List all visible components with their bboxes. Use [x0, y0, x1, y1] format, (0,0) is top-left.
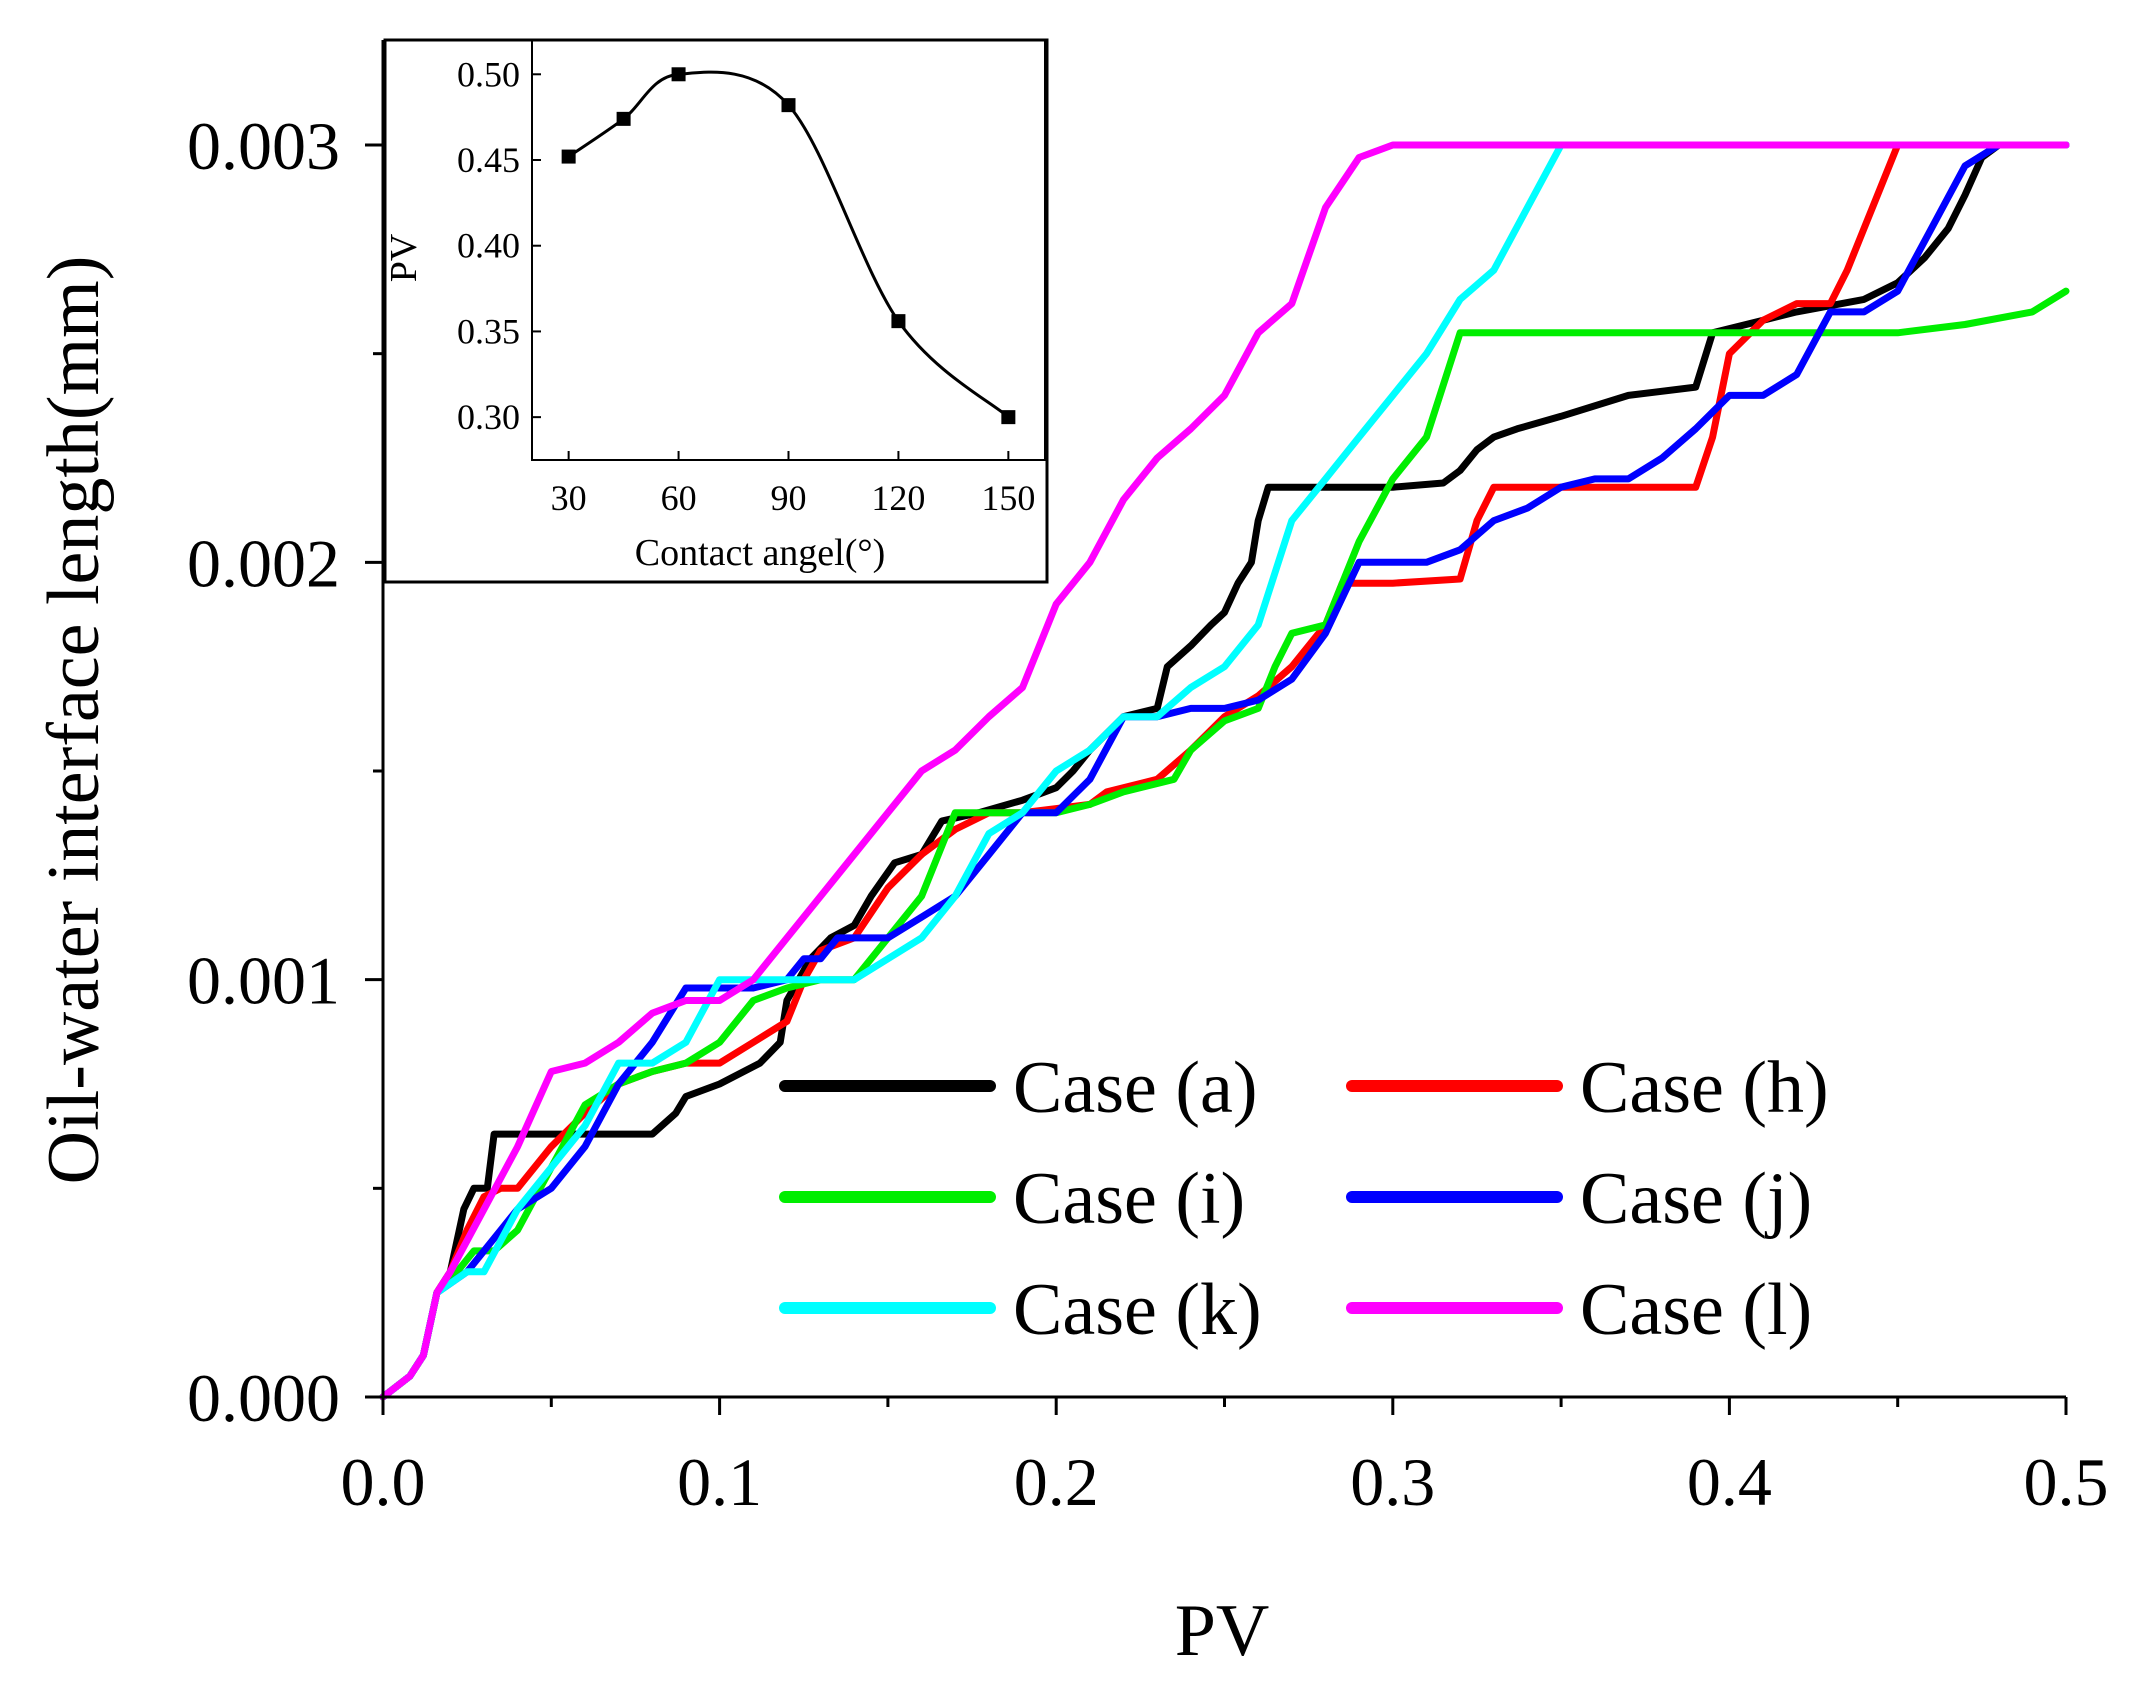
inset-y-tick-label: 0.45	[457, 140, 520, 180]
y-tick-label: 0.002	[187, 525, 340, 601]
legend-label-5: Case (k)	[1013, 1269, 1262, 1351]
inset-y-tick-label: 0.35	[457, 311, 520, 351]
inset-x-tick-label: 120	[871, 478, 925, 518]
inset-data-point-6	[1001, 410, 1016, 425]
series-line-3	[379, 287, 2070, 1401]
inset-background	[385, 40, 1047, 582]
inset-y-tick-label: 0.40	[457, 226, 520, 266]
inset-x-axis-title: Contact angel(°)	[635, 532, 886, 574]
x-tick-label: 0.5	[2024, 1444, 2109, 1520]
inset-chart: 30 60 90 120 150 0.30 0.35 0.40 0.45 0.50 Contact …	[383, 38, 1049, 584]
legend-label-2: Case (h)	[1580, 1047, 1829, 1129]
legend-label-4: Case (j)	[1580, 1158, 1812, 1240]
legend-label-3: Case (i)	[1013, 1158, 1245, 1240]
inset-x-tick-label: 90	[771, 478, 807, 518]
inset-x-tick-label: 30	[551, 478, 587, 518]
x-tick-label: 0.0	[341, 1444, 426, 1520]
legend-label-1: Case (a)	[1013, 1047, 1257, 1129]
inset-y-tick-label: 0.30	[457, 397, 520, 437]
main-axes: 0.0 0.1 0.2 0.3 0.4 0.5 0.000 0.001 0.002 0.003 PV…	[33, 40, 2109, 1672]
inset-data-point-4	[781, 98, 796, 113]
inset-data-point-3	[671, 67, 686, 82]
y-tick-label: 0.003	[187, 108, 340, 184]
x-axis-title: PV	[1175, 1590, 1270, 1672]
inset-y-tick-label: 0.50	[457, 54, 520, 94]
x-tick-label: 0.3	[1350, 1444, 1435, 1520]
inset-data-point-1	[561, 149, 576, 164]
inset-data-point-2	[616, 111, 631, 126]
x-tick-label: 0.1	[677, 1444, 762, 1520]
main-series-group	[379, 141, 2070, 1401]
x-tick-label: 0.4	[1687, 1444, 1772, 1520]
legend: Case (a) Case (h) Case (i) Case (j) Case (k)…	[779, 1047, 1829, 1351]
inset-y-axis-title: PV	[383, 233, 425, 282]
series-line-6	[379, 141, 2070, 1401]
y-tick-label: 0.001	[187, 943, 340, 1019]
y-tick-label: 0.000	[187, 1360, 340, 1436]
inset-x-tick-label: 60	[661, 478, 697, 518]
legend-label-6: Case (l)	[1580, 1269, 1812, 1351]
series-line-5	[379, 141, 2070, 1401]
inset-x-tick-label: 150	[981, 478, 1035, 518]
y-axis-title: Oil-water interface length(mm)	[33, 256, 115, 1185]
x-tick-label: 0.2	[1014, 1444, 1099, 1520]
inset-data-point-5	[891, 314, 906, 329]
